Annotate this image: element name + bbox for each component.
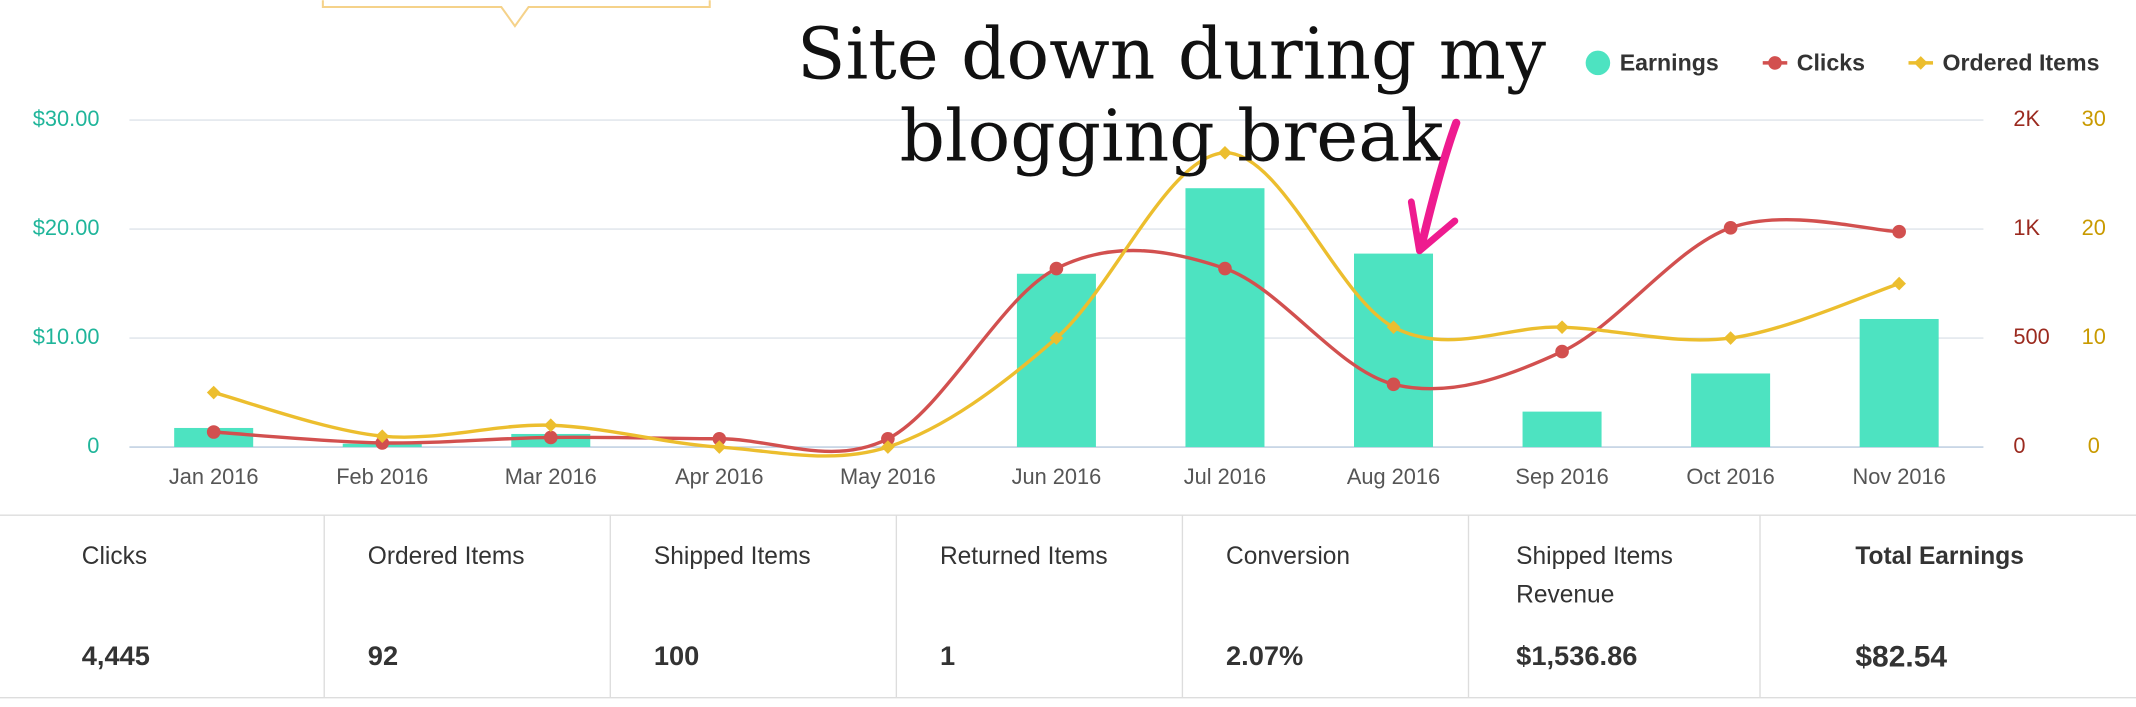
bar bbox=[1691, 373, 1771, 448]
stat-cell: Ordered Items 92 bbox=[367, 542, 525, 672]
stat-label: Total Earnings bbox=[1855, 542, 2024, 570]
marker bbox=[206, 425, 221, 439]
marker bbox=[543, 430, 558, 445]
x-tick-label: Feb 2016 bbox=[336, 464, 428, 489]
stat-value: 1 bbox=[939, 641, 956, 672]
bar bbox=[1354, 253, 1434, 448]
stat-label: Clicks bbox=[81, 542, 148, 570]
stat-cell: Shipped Items 100 bbox=[653, 542, 811, 672]
x-tick-label: May 2016 bbox=[840, 464, 936, 489]
annotation-arrow bbox=[1418, 118, 1461, 247]
marker bbox=[1892, 224, 1906, 239]
y3-tick-label: 30 bbox=[2082, 106, 2106, 131]
legend-symbol bbox=[1585, 50, 1611, 76]
annotation: blogging break bbox=[900, 94, 1445, 177]
marker bbox=[1555, 320, 1569, 334]
line bbox=[213, 151, 1900, 458]
y3-tick-label: 20 bbox=[2082, 215, 2106, 240]
legend-label: Ordered Items bbox=[1943, 49, 2100, 75]
marker bbox=[1892, 276, 1906, 291]
marker bbox=[1386, 320, 1401, 334]
stat-value: $1,536.86 bbox=[1516, 641, 1638, 672]
marker bbox=[375, 429, 390, 443]
bar bbox=[1859, 318, 1939, 448]
stat-label: Conversion bbox=[1226, 542, 1351, 570]
y2-tick-label: 1K bbox=[2013, 215, 2040, 240]
bar bbox=[1185, 188, 1265, 448]
legend-symbol bbox=[1768, 56, 1782, 70]
stat-value: $82.54 bbox=[1855, 639, 1948, 674]
stat-value: 100 bbox=[653, 641, 700, 672]
marker bbox=[543, 418, 558, 433]
stat-value: 4,445 bbox=[81, 641, 150, 672]
stat-cell: Clicks 4,445 bbox=[81, 542, 150, 672]
stat-value: 2.07% bbox=[1226, 641, 1304, 672]
marker bbox=[1555, 344, 1569, 359]
marker bbox=[1723, 331, 1738, 345]
stat-cell: Total Earnings $82.54 bbox=[1855, 542, 2024, 674]
marker bbox=[881, 431, 895, 446]
legend-label: Earnings bbox=[1620, 49, 1719, 75]
tooltip-edge bbox=[321, 0, 711, 28]
marker bbox=[1218, 261, 1232, 276]
annotation-arrow bbox=[1407, 198, 1459, 255]
y2-tick-label: 0 bbox=[2013, 433, 2025, 458]
stat-cell: Conversion 2.07% bbox=[1226, 542, 1351, 672]
y3-tick-label: 10 bbox=[2082, 324, 2106, 349]
marker bbox=[1049, 261, 1064, 276]
y2-tick-label: 500 bbox=[2013, 324, 2049, 349]
marker bbox=[206, 385, 221, 400]
y-tick-label: $10.00 bbox=[33, 324, 100, 349]
marker bbox=[1218, 145, 1232, 160]
x-tick-label: Nov 2016 bbox=[1853, 464, 1946, 489]
y2-tick-label: 2K bbox=[2013, 106, 2040, 131]
stat-label: Shipped Items bbox=[653, 542, 811, 570]
y-tick-label: $30.00 bbox=[33, 106, 100, 131]
marker bbox=[1723, 220, 1738, 235]
x-tick-label: Sep 2016 bbox=[1515, 464, 1608, 489]
legend-label: Clicks bbox=[1797, 49, 1865, 75]
x-tick-label: Aug 2016 bbox=[1347, 464, 1440, 489]
x-tick-label: Apr 2016 bbox=[675, 464, 763, 489]
stat-cell: Shipped Items Revenue $1,536.86 bbox=[1516, 542, 1673, 672]
x-tick-label: Jul 2016 bbox=[1184, 464, 1266, 489]
stat-value: 92 bbox=[367, 641, 399, 672]
y3-tick-label: 0 bbox=[2088, 433, 2100, 458]
x-tick-label: Mar 2016 bbox=[505, 464, 597, 489]
marker bbox=[1386, 377, 1401, 392]
stat-label: Ordered Items bbox=[367, 542, 525, 570]
legend-symbol bbox=[1913, 56, 1928, 70]
y-tick-label: 0 bbox=[87, 433, 99, 458]
bar bbox=[1522, 411, 1602, 448]
y-tick-label: $20.00 bbox=[33, 215, 100, 240]
marker bbox=[712, 431, 727, 446]
annotation: Site down during my bbox=[797, 13, 1546, 96]
stat-label: Shipped Items Revenue bbox=[1516, 542, 1673, 608]
stat-cell: Returned Items 1 bbox=[939, 542, 1108, 672]
x-tick-label: Jun 2016 bbox=[1012, 464, 1102, 489]
x-tick-label: Jan 2016 bbox=[169, 464, 259, 489]
x-tick-label: Oct 2016 bbox=[1686, 464, 1774, 489]
stat-label: Returned Items bbox=[939, 542, 1108, 570]
